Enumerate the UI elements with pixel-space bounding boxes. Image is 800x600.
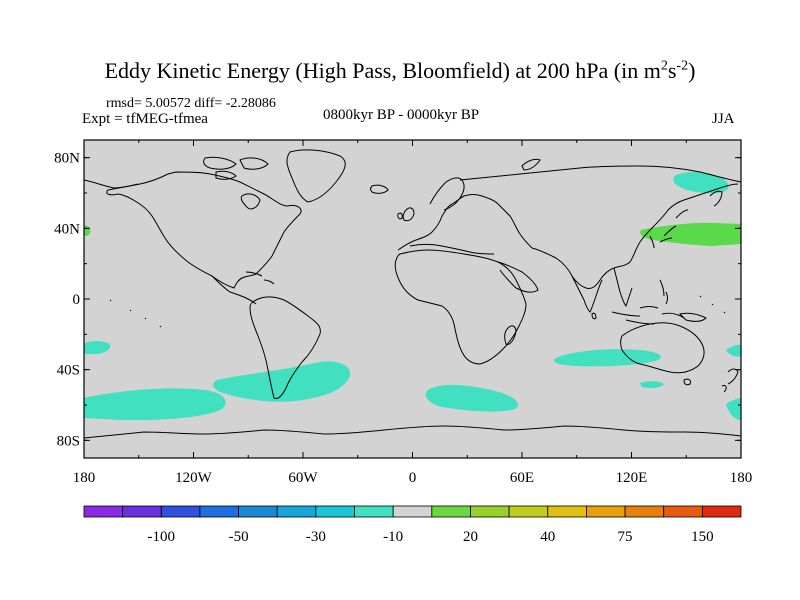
- alaska-coast: [84, 179, 139, 189]
- new-guinea: [679, 312, 707, 322]
- sri-lanka: [591, 312, 597, 320]
- japan-coast: [659, 209, 689, 243]
- experiment-label: Expt = tfMEG-tfmea: [82, 111, 208, 127]
- iceland: [370, 184, 389, 194]
- australia-coast: [620, 322, 705, 374]
- colorbar-swatch: [199, 505, 239, 518]
- southwest-pacific-cyan-patch: [726, 344, 741, 357]
- colorbar-swatch: [431, 505, 471, 518]
- colorbar-swatch: [701, 505, 742, 518]
- x-tick-label: 180: [730, 470, 753, 486]
- x-tick-label: 120W: [175, 470, 213, 486]
- longitude-axis: 180 120W 60W 0 60E 120E 180: [73, 140, 753, 486]
- korea-coast: [649, 235, 655, 249]
- x-tick-label: 120E: [616, 470, 648, 486]
- x-tick-label: 180: [73, 470, 96, 486]
- colorbar-label: -30: [306, 529, 326, 545]
- period-label: 0800kyr BP - 0000kyr BP: [323, 107, 480, 123]
- hudson-bay: [240, 193, 261, 210]
- colorbar-swatch: [586, 505, 626, 518]
- colorbar-label: -10: [383, 529, 403, 545]
- arabia-coast: [497, 261, 539, 293]
- east-cyan-patch: [726, 398, 741, 420]
- colorbar-swatch: [354, 505, 394, 518]
- novaya-zemlya: [521, 158, 541, 171]
- south-america-coast: [249, 296, 321, 399]
- colorbar-label: 20: [463, 529, 478, 545]
- africa-coast: [394, 249, 527, 365]
- x-tick-label: 60E: [510, 470, 534, 486]
- colorbar-label: -100: [148, 529, 176, 545]
- colorbar-label: 150: [691, 529, 714, 545]
- central-america-coast: [211, 275, 257, 305]
- plot-title: Eddy Kinetic Energy (High Pass, Bloomfie…: [104, 58, 696, 83]
- colorbar-swatch: [470, 505, 510, 518]
- kamchatka: [709, 190, 723, 207]
- y-tick-label: 0: [73, 292, 81, 308]
- southeast-pacific-west-patch: [84, 341, 111, 355]
- colorbar-swatch: [83, 505, 124, 518]
- europe-coast: [397, 194, 533, 251]
- x-tick-label: 0: [409, 470, 417, 486]
- new-zealand: [721, 368, 739, 393]
- stats-label: rmsd= 5.00572 diff= -2.28086: [106, 96, 276, 111]
- indonesia-islands: [611, 306, 685, 325]
- india-coast: [571, 275, 603, 313]
- colorbar-swatch: [238, 505, 278, 518]
- y-tick-label: 40N: [54, 221, 80, 237]
- colorbar-swatch: [392, 505, 433, 518]
- coastlines: [84, 149, 741, 439]
- south-pacific-cyan-patch: [84, 388, 226, 421]
- north-america-coast: [106, 171, 302, 289]
- y-tick-label: 80S: [57, 433, 80, 449]
- greenland-coast: [286, 149, 346, 203]
- madagascar: [504, 325, 517, 345]
- canadian-archipelago: [203, 156, 269, 180]
- colorbar-swatch: [315, 505, 355, 518]
- mediterranean-coast: [409, 244, 495, 255]
- season-label: JJA: [712, 111, 735, 127]
- colorbar-label: -50: [229, 529, 249, 545]
- siberia-arctic-coast: [459, 165, 741, 183]
- colorbar-swatch: [624, 505, 665, 518]
- colorbar-swatch: [276, 505, 317, 518]
- colorbar-swatch: [508, 505, 549, 518]
- north-pacific-green-patch: [640, 222, 741, 246]
- negative-anomaly-regions: [84, 171, 741, 421]
- australia-south-cyan-patch: [640, 381, 664, 388]
- y-tick-label: 80N: [54, 151, 80, 167]
- bering-cyan-patch: [673, 171, 729, 194]
- south-america-cyan-patch: [213, 361, 351, 402]
- tasmania: [683, 378, 691, 386]
- colorbar-swatch: [160, 505, 201, 518]
- colorbar-swatch: [663, 505, 703, 518]
- antarctica-coast: [84, 425, 741, 439]
- south-atlantic-cyan-patch: [425, 384, 519, 412]
- caribbean-islands: [245, 271, 275, 285]
- philippines: [659, 279, 668, 305]
- colorbar-label: 75: [618, 529, 633, 545]
- pacific-islands: [109, 295, 726, 328]
- latitude-axis: 80N 40N 0 40S 80S: [54, 151, 741, 449]
- british-isles: [397, 207, 415, 222]
- y-tick-label: 40S: [57, 363, 80, 379]
- x-tick-label: 60W: [288, 470, 318, 486]
- southeast-asia-coast: [613, 267, 633, 307]
- colorbar-swatch: [547, 505, 587, 518]
- colorbar: -100 -50 -30 -10 20 40 75 150: [83, 505, 742, 545]
- colorbar-label: 40: [540, 529, 555, 545]
- colorbar-swatch: [122, 505, 162, 518]
